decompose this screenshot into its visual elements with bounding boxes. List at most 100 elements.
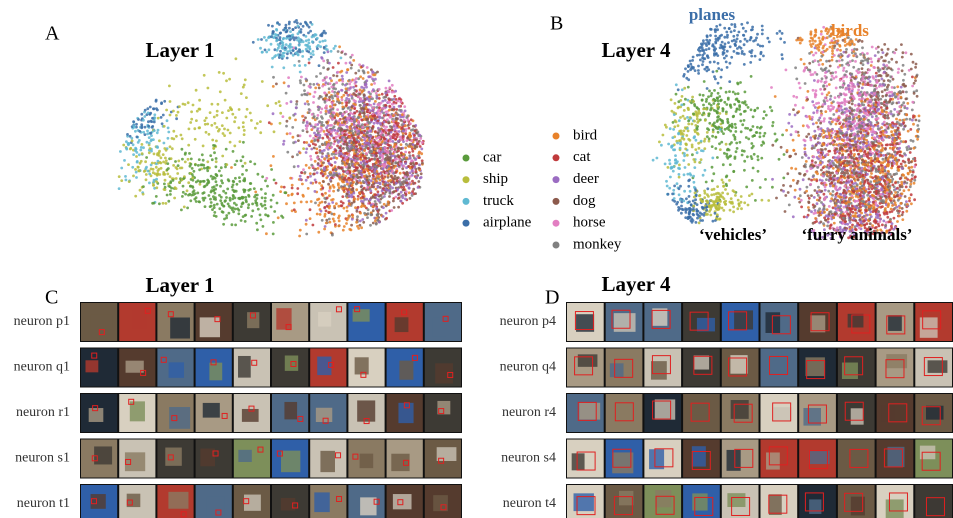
- embedding-point: [397, 149, 400, 153]
- embedding-point: [405, 166, 408, 170]
- embedding-point: [710, 145, 714, 149]
- embedding-point: [419, 176, 423, 179]
- embedding-point: [231, 197, 235, 201]
- embedding-point: [386, 184, 389, 187]
- embedding-point: [374, 117, 377, 120]
- embedding-point: [359, 75, 362, 79]
- embedding-point: [358, 63, 361, 67]
- embedding-point: [214, 160, 218, 164]
- embedding-point: [813, 39, 817, 43]
- embedding-point: [259, 120, 262, 123]
- embedding-point: [309, 154, 312, 158]
- embedding-point: [375, 95, 379, 99]
- embedding-point: [282, 66, 286, 70]
- embedding-point: [394, 89, 397, 93]
- embedding-point: [359, 185, 363, 189]
- embedding-point: [330, 134, 334, 138]
- embedding-point: [345, 209, 349, 213]
- embedding-point: [831, 49, 834, 53]
- embedding-point: [191, 186, 195, 189]
- embedding-point: [158, 202, 161, 206]
- embedding-point: [739, 119, 743, 123]
- embedding-point: [365, 79, 369, 83]
- embedding-point: [180, 208, 183, 212]
- embedding-point: [385, 188, 389, 192]
- embedding-point: [371, 143, 374, 147]
- embedding-point: [324, 191, 327, 195]
- embedding-point: [340, 179, 344, 183]
- embedding-point: [366, 108, 370, 112]
- embedding-point: [228, 140, 232, 144]
- embedding-point: [305, 93, 309, 97]
- embedding-point: [206, 160, 210, 164]
- embedding-point: [375, 141, 379, 145]
- embedding-point: [171, 179, 175, 182]
- embedding-point: [234, 189, 238, 193]
- embedding-point: [166, 126, 170, 130]
- embedding-point: [720, 68, 723, 72]
- embedding-point: [206, 86, 210, 90]
- embedding-point: [341, 136, 344, 139]
- embedding-point: [402, 180, 405, 184]
- embedding-point: [294, 118, 297, 122]
- embedding-point: [132, 153, 136, 157]
- embedding-point: [238, 176, 241, 180]
- embedding-point: [183, 103, 187, 106]
- embedding-point: [358, 143, 361, 147]
- embedding-point: [210, 158, 214, 162]
- embedding-point: [392, 125, 396, 128]
- embedding-point: [133, 125, 136, 129]
- embedding-point: [210, 123, 214, 127]
- embedding-point: [361, 125, 365, 129]
- embedding-point: [269, 42, 273, 46]
- embedding-point: [238, 180, 242, 183]
- embedding-point: [212, 115, 216, 119]
- embedding-point: [278, 53, 282, 57]
- embedding-point: [380, 196, 384, 200]
- embedding-point: [328, 220, 332, 224]
- embedding-point: [725, 66, 729, 69]
- embedding-point: [396, 187, 400, 191]
- embedding-point: [814, 161, 817, 164]
- embedding-point: [218, 90, 222, 94]
- embedding-point: [374, 187, 378, 191]
- embedding-point: [163, 178, 167, 182]
- embedding-point: [369, 203, 373, 207]
- embedding-point: [300, 171, 304, 175]
- embedding-point: [259, 46, 262, 50]
- embedding-point: [746, 203, 750, 207]
- embedding-point: [370, 118, 373, 122]
- embedding-point: [378, 186, 382, 189]
- embedding-point: [692, 180, 696, 184]
- embedding-point: [318, 120, 322, 124]
- embedding-point: [279, 49, 282, 53]
- embedding-point: [735, 141, 739, 145]
- embedding-point: [315, 147, 319, 151]
- embedding-point: [330, 95, 334, 98]
- embedding-point: [227, 211, 231, 215]
- embedding-point: [393, 154, 396, 158]
- embedding-point: [147, 124, 151, 128]
- embedding-point: [239, 92, 243, 95]
- embedding-point: [812, 178, 816, 181]
- embedding-point: [673, 184, 676, 188]
- embedding-point: [691, 95, 694, 99]
- embedding-point: [343, 176, 347, 180]
- embedding-point: [399, 118, 403, 122]
- embedding-point: [357, 115, 360, 119]
- embedding-point: [150, 149, 153, 153]
- embedding-point: [369, 179, 373, 183]
- embedding-point: [279, 111, 283, 115]
- embedding-point: [908, 117, 912, 121]
- embedding-point: [261, 175, 264, 179]
- embedding-point: [243, 220, 247, 223]
- embedding-point: [181, 195, 184, 198]
- embedding-point: [381, 167, 385, 171]
- embedding-point: [387, 79, 391, 83]
- embedding-point: [361, 145, 364, 148]
- embedding-point: [154, 195, 158, 198]
- embedding-point: [345, 71, 349, 74]
- embedding-point: [310, 147, 314, 151]
- embedding-point: [350, 201, 354, 205]
- embedding-point: [348, 129, 352, 133]
